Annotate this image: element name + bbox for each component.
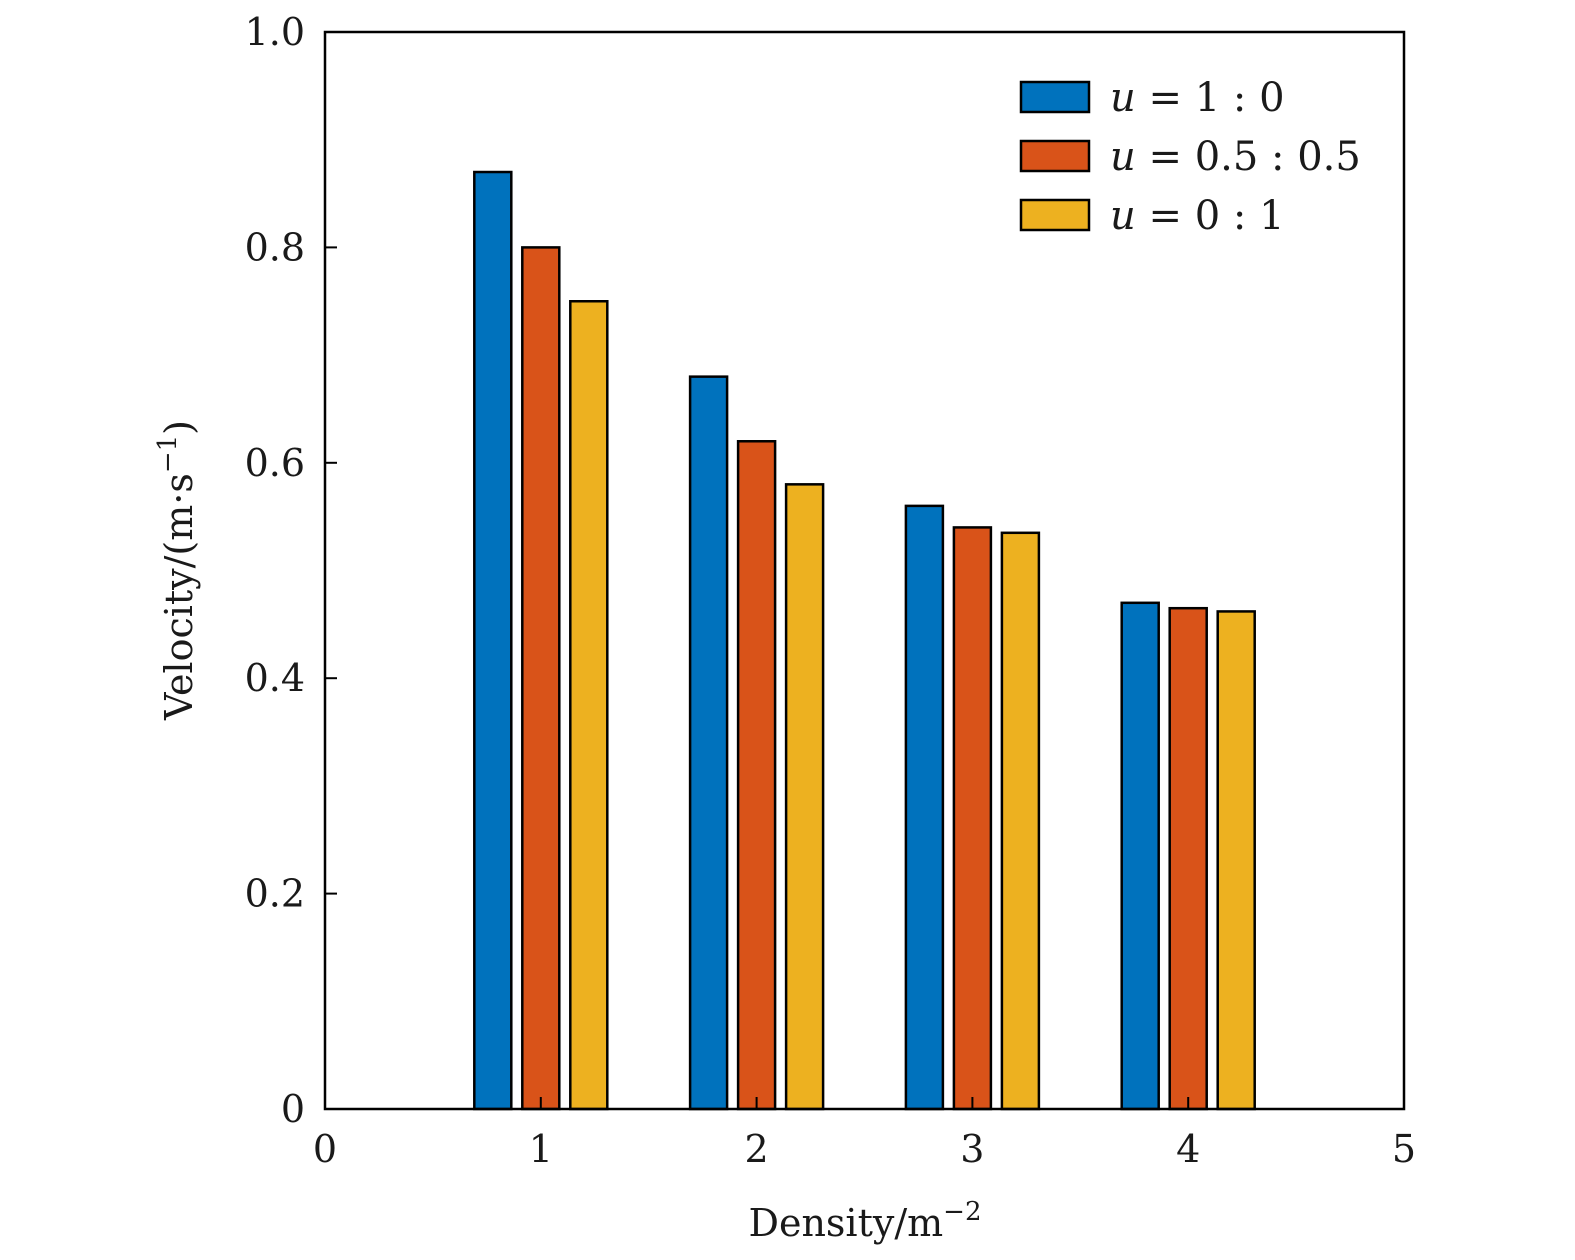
x-axis-label-superscript: −2 [943, 1197, 981, 1227]
bar-2-cat-3 [952, 526, 993, 1111]
bar-3-cat-2 [784, 483, 825, 1111]
bar-1-cat-3 [904, 504, 945, 1111]
x-tick-label: 5 [1392, 1127, 1416, 1171]
legend-label: u = 0 : 1 [1110, 193, 1285, 239]
x-tick-label: 4 [1176, 1127, 1200, 1171]
x-tick-label: 2 [745, 1127, 769, 1171]
legend-item-2: u = 0.5 : 0.5 [1019, 134, 1361, 180]
legend-swatch [1019, 139, 1091, 173]
x-axis-label: Density/m−2 [749, 1197, 982, 1245]
legend-swatch [1019, 80, 1091, 114]
y-axis-label-close: ) [157, 420, 201, 435]
legend-ratio: = 0.5 : 0.5 [1136, 134, 1361, 180]
y-tick-label: 0 [281, 1087, 305, 1131]
y-tick-label: 1.0 [245, 10, 305, 54]
x-tick-label: 0 [313, 1127, 337, 1171]
bar-3-cat-1 [569, 300, 609, 1111]
legend-variable: u [1110, 75, 1136, 121]
y-tick-label: 0.6 [245, 441, 305, 485]
y-tick-labels: 0 0.2 0.4 0.6 0.8 1.0 [245, 10, 305, 1131]
plot-frame [323, 30, 1406, 1111]
bar-2-cat-2 [736, 440, 777, 1111]
x-tick-label: 1 [529, 1127, 553, 1171]
legend-item-3: u = 0 : 1 [1019, 193, 1285, 239]
legend-variable: u [1110, 134, 1136, 180]
legend-label: u = 0.5 : 0.5 [1110, 134, 1361, 180]
bars-layer [473, 170, 1256, 1111]
legend-ratio: = 1 : 0 [1136, 75, 1285, 121]
bar-2-cat-1 [521, 246, 561, 1111]
legend-swatch [1019, 198, 1091, 232]
bar-2-cat-4 [1168, 606, 1208, 1111]
ticks-layer [324, 31, 1405, 1110]
bar-3-cat-4 [1216, 610, 1256, 1111]
legend-label: u = 1 : 0 [1110, 75, 1285, 121]
legend-variable: u [1110, 193, 1136, 239]
legend-item-1: u = 1 : 0 [1019, 75, 1285, 121]
bar-1-cat-4 [1120, 601, 1160, 1111]
y-axis-label-text: Velocity/(m·s [157, 473, 201, 721]
legend-ratio: = 0 : 1 [1136, 193, 1285, 239]
legend: u = 1 : 0u = 0.5 : 0.5u = 0 : 1 [1019, 75, 1361, 239]
y-axis-label-superscript: −1 [153, 435, 183, 473]
x-tick-label: 3 [960, 1127, 984, 1171]
bar-1-cat-2 [688, 375, 729, 1111]
x-axis-label-text: Density/m [749, 1201, 944, 1245]
bar-3-cat-3 [1000, 531, 1041, 1111]
y-tick-label: 0.4 [245, 656, 305, 700]
y-tick-label: 0.8 [245, 225, 305, 269]
bar-1-cat-1 [473, 170, 513, 1111]
y-axis-label: Velocity/(m·s−1) [153, 420, 201, 721]
y-tick-label: 0.2 [245, 872, 305, 916]
x-tick-labels: 0 1 2 3 4 5 [313, 1127, 1416, 1171]
